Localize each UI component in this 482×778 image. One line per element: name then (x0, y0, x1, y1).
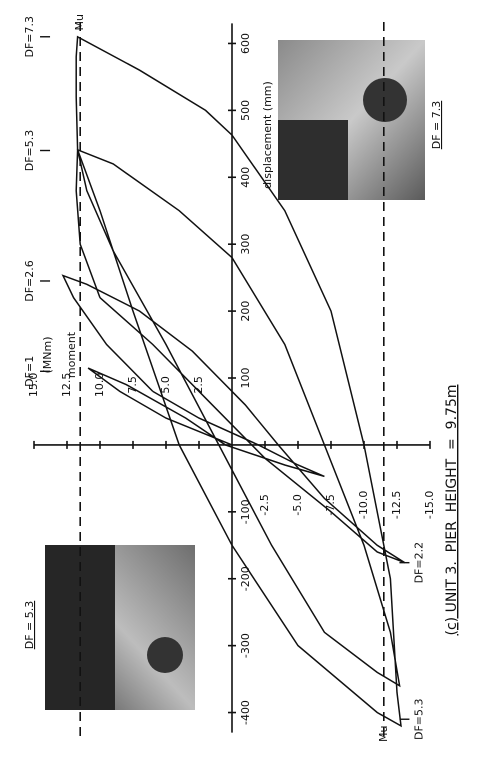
x-tick-label: -300 (239, 633, 252, 658)
y-axis-label: moment (65, 331, 78, 378)
chart: DF = 7.3 DF = 5.3 (c) UNIT 3. PIER HEIGH… (0, 0, 482, 778)
x-tick-label: 400 (239, 167, 252, 188)
y-tick-label: -5.0 (291, 494, 304, 515)
y-tick-label: 12.5 (60, 373, 73, 398)
annotation-label: DF=7.3 (23, 16, 36, 58)
limit-label: Mu (377, 726, 390, 742)
y-axis-unit: (MNm) (41, 336, 54, 373)
photo-top (278, 40, 425, 200)
annotation-label: DF=5.3 (412, 698, 425, 740)
y-tick-label: -7.5 (324, 494, 337, 515)
x-tick-label: 300 (239, 234, 252, 255)
annotation-label: DF=2.6 (23, 260, 36, 302)
y-tick-label: -10.0 (357, 491, 370, 519)
x-tick-label: 500 (239, 100, 252, 121)
y-tick-label: -12.5 (390, 491, 403, 519)
annotation-label: DF=1 (23, 356, 36, 387)
photo-label: DF = 7.3 (430, 101, 443, 150)
y-tick-label: -2.5 (258, 494, 271, 515)
x-tick-label: 200 (239, 301, 252, 322)
x-axis-label: displacement (mm) (261, 81, 274, 189)
x-tick-label: -200 (239, 566, 252, 591)
x-tick-label: 100 (239, 368, 252, 389)
x-tick-label: -400 (239, 700, 252, 725)
limit-label: Mu (73, 14, 86, 30)
photo-label: DF = 5.3 (23, 601, 36, 650)
x-tick-label: 600 (239, 33, 252, 54)
y-tick-label: -15.0 (423, 491, 436, 519)
chart-title: (c) UNIT 3. PIER HEIGHT = 9.75m (444, 385, 460, 636)
photo-bottom (45, 545, 195, 710)
annotation-label: DF=5.3 (23, 130, 36, 172)
annotation-label: DF=2.2 (412, 542, 425, 584)
